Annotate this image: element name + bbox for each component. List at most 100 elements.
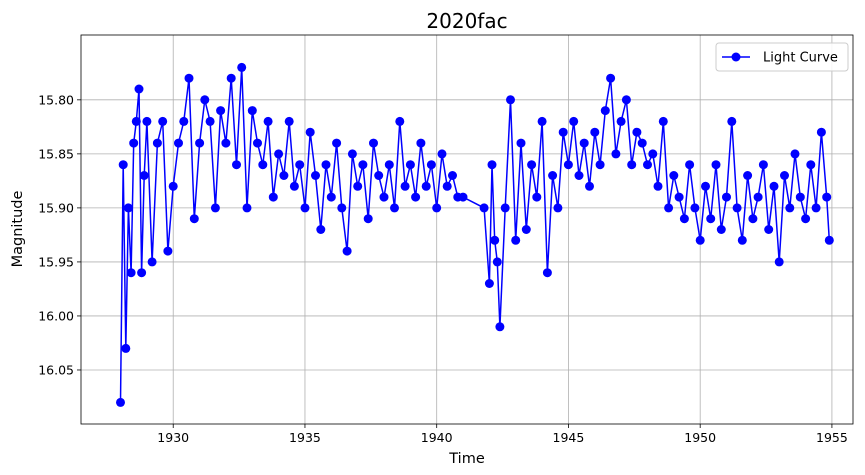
data-point (174, 138, 183, 148)
x-tick-label: 1950 (684, 430, 716, 445)
data-point (532, 192, 542, 202)
data-point (669, 171, 679, 180)
data-point (253, 138, 262, 148)
data-point (706, 214, 716, 224)
data-point (695, 235, 705, 245)
legend: Light Curve (715, 42, 849, 72)
data-point (658, 116, 668, 126)
y-axis-label: Magnitude (10, 191, 26, 268)
data-point (129, 138, 139, 148)
data-point (727, 116, 737, 126)
data-point (432, 203, 442, 213)
data-point (442, 181, 452, 191)
data-point (490, 235, 500, 245)
data-point (416, 138, 426, 148)
data-point (448, 171, 457, 180)
data-point (664, 203, 674, 213)
data-point (558, 127, 568, 137)
x-tick-label: 1935 (289, 430, 321, 445)
y-tick-label: 15.90 (38, 200, 74, 215)
data-point (548, 171, 558, 180)
data-point (332, 138, 342, 148)
data-point (527, 160, 537, 170)
data-point (139, 171, 149, 180)
data-point (701, 181, 710, 191)
data-point (648, 149, 658, 159)
grid-layer (81, 35, 853, 424)
data-point (753, 192, 763, 202)
data-point (632, 127, 642, 137)
data-point (369, 138, 378, 148)
y-tick-label: 15.80 (38, 92, 74, 107)
legend-label: Light Curve (763, 51, 838, 66)
data-point (152, 138, 162, 148)
data-point (537, 116, 547, 126)
data-point (801, 214, 811, 224)
data-point (116, 397, 125, 407)
data-point (732, 203, 742, 213)
data-point (134, 84, 144, 94)
legend-box (715, 42, 849, 72)
y-tick-label: 16.05 (38, 362, 74, 377)
data-point (232, 160, 241, 170)
data-point (506, 95, 515, 105)
data-point (816, 127, 826, 137)
data-point (574, 171, 584, 180)
data-point (247, 106, 257, 116)
data-point (274, 149, 284, 159)
data-point (374, 171, 384, 180)
data-point (606, 73, 616, 83)
data-point (216, 106, 226, 116)
data-point (118, 160, 128, 170)
data-point (189, 214, 199, 224)
data-point (195, 138, 205, 148)
data-point (769, 181, 779, 191)
data-point (258, 160, 268, 170)
data-point (284, 116, 294, 126)
data-point (205, 116, 215, 126)
data-point (200, 95, 210, 105)
data-point (353, 181, 363, 191)
data-point (242, 203, 252, 213)
data-point (123, 203, 133, 213)
x-tick-label: 1940 (421, 430, 453, 445)
data-point (184, 73, 194, 83)
data-point (590, 127, 600, 137)
y-tick-label: 16.00 (38, 308, 74, 323)
y-tick-label: 15.85 (38, 146, 74, 161)
y-tick-label: 15.95 (38, 254, 74, 269)
x-axis: 1930 1935 1940 1945 1950 1955 (157, 424, 848, 445)
data-point (500, 203, 510, 213)
data-point (585, 181, 594, 191)
data-point (822, 192, 832, 202)
data-point (795, 192, 805, 202)
data-point (326, 192, 336, 202)
data-point (737, 235, 747, 245)
legend-marker-swatch (731, 52, 741, 62)
data-point (806, 160, 816, 170)
data-point (627, 160, 637, 170)
data-point (611, 149, 621, 159)
data-point (210, 203, 220, 213)
x-tick-label: 1955 (816, 430, 848, 445)
data-point (743, 171, 753, 180)
data-point (263, 116, 273, 126)
data-point (384, 160, 394, 170)
data-point (347, 149, 357, 159)
data-point (716, 225, 726, 234)
data-point (163, 246, 173, 256)
data-point (748, 214, 758, 224)
data-point (521, 225, 531, 234)
data-point (437, 149, 447, 159)
data-point (289, 181, 299, 191)
data-point (295, 160, 305, 170)
data-point (395, 116, 405, 126)
data-point (179, 116, 189, 126)
data-point (311, 171, 320, 180)
data-point (168, 181, 178, 191)
data-point (495, 322, 505, 332)
x-axis-label: Time (448, 451, 485, 467)
data-point (600, 106, 610, 116)
data-point (790, 149, 800, 159)
